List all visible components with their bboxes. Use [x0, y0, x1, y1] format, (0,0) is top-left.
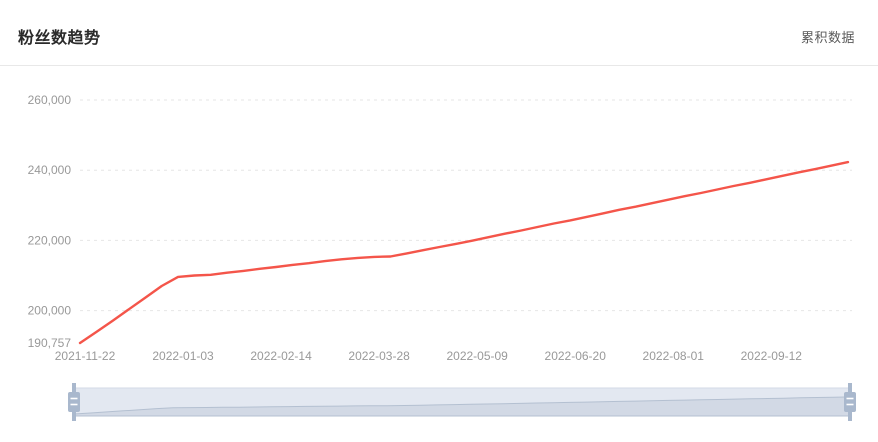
trend-line — [78, 160, 850, 345]
datazoom-left-handle-grip[interactable] — [68, 392, 80, 412]
cumulative-data-toggle[interactable]: 累积数据 — [800, 30, 855, 45]
x-tick-label: 2022-01-03 — [152, 349, 214, 363]
y-tick-label: 240,000 — [28, 163, 72, 177]
y-tick-label: 190,757 — [28, 336, 72, 350]
panel-header: 粉丝数趋势 累积数据 — [0, 0, 878, 66]
y-axis-labels: 190,757 200,000 220,000 240,000 260,000 — [28, 93, 72, 350]
x-tick-label: 2022-05-09 — [446, 349, 508, 363]
x-tick-label: 2022-03-28 — [348, 349, 410, 363]
y-tick-label: 220,000 — [28, 233, 72, 247]
datazoom-right-handle-grip[interactable] — [844, 392, 856, 412]
y-tick-label: 200,000 — [28, 304, 72, 318]
x-tick-label: 2022-02-14 — [250, 349, 312, 363]
x-tick-label: 2022-06-20 — [545, 349, 607, 363]
gridlines — [80, 99, 852, 312]
x-tick-label: 2021-11-22 — [55, 349, 116, 363]
y-tick-label: 260,000 — [28, 93, 72, 107]
datazoom-slider[interactable] — [68, 383, 856, 421]
datazoom-left-handle[interactable] — [68, 383, 80, 421]
x-tick-label: 2022-09-12 — [741, 349, 803, 363]
datazoom-data-shadow — [73, 396, 851, 417]
panel-title: 粉丝数趋势 — [18, 30, 101, 47]
x-axis-labels: 2021-11-22 2022-01-03 2022-02-14 2022-03-28… — [55, 349, 803, 363]
datazoom-right-handle[interactable] — [844, 383, 856, 421]
x-tick-label: 2022-08-01 — [643, 349, 705, 363]
